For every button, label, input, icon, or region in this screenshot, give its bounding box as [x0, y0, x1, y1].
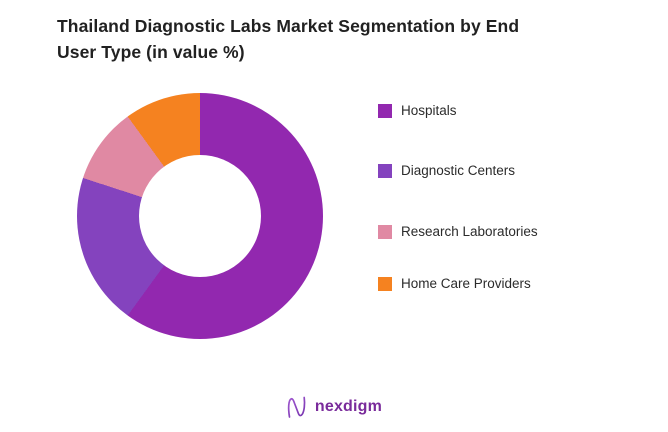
chart-title-line2: User Type (in value %): [57, 42, 245, 62]
legend-item-hospitals: Hospitals: [378, 103, 457, 118]
legend-label-diagnostic-centers: Diagnostic Centers: [401, 163, 516, 178]
legend-label-hospitals: Hospitals: [401, 103, 457, 118]
legend-label-research-laboratories: Research Laboratories: [401, 224, 538, 239]
legend-item-home-care-providers: Home Care Providers: [378, 276, 531, 291]
legend-swatch-diagnostic-centers: [378, 163, 392, 178]
donut-chart-hole: [139, 155, 261, 277]
nexdigm-logo: nexdigm: [0, 394, 668, 420]
legend-swatch-hospitals: [378, 103, 392, 118]
chart-legend: Hospitals Diagnostic Centers Research La…: [378, 0, 638, 432]
legend-item-research-laboratories: Research Laboratories: [378, 224, 538, 239]
nexdigm-logo-text: nexdigm: [314, 398, 383, 415]
legend-label-home-care-providers: Home Care Providers: [401, 276, 531, 291]
legend-item-diagnostic-centers: Diagnostic Centers: [378, 163, 515, 178]
legend-swatch-home-care-providers: [378, 276, 392, 291]
legend-swatch-research-laboratories: [378, 224, 392, 239]
nexdigm-logo-icon: [287, 396, 306, 418]
donut-chart-area: [77, 93, 323, 339]
chart-title-line1: Thailand Diagnostic Labs Market Segmenta…: [57, 16, 520, 36]
chart-title: Thailand Diagnostic Labs Market Segmenta…: [57, 13, 617, 65]
